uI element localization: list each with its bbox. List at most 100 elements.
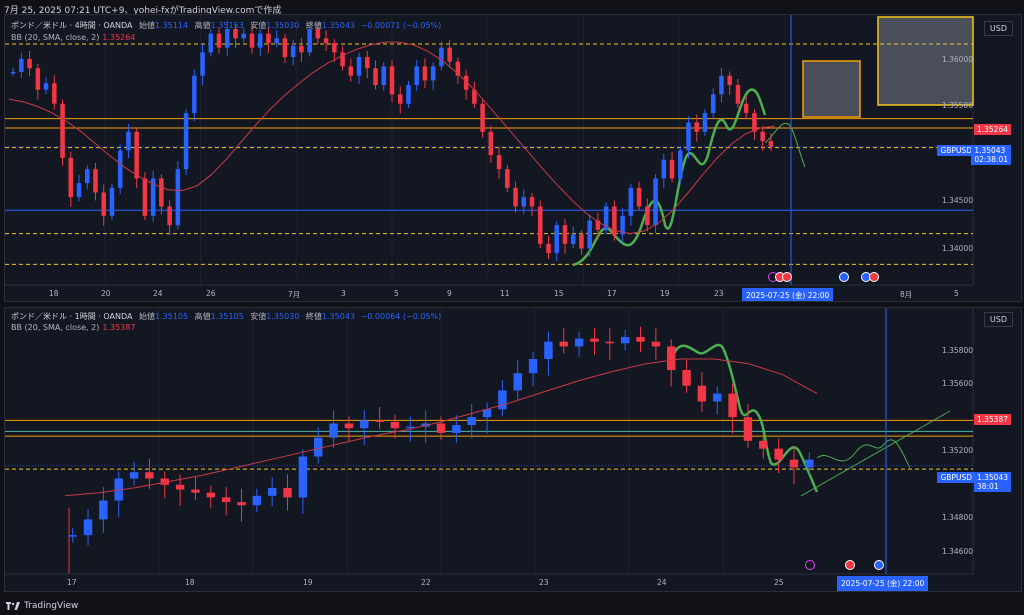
symbol-title: ポンド／米ドル · 4時間 · OANDA (11, 21, 133, 30)
candle-body (52, 83, 57, 104)
candle-body (496, 155, 502, 170)
candle-body (60, 103, 65, 158)
candle-body (743, 103, 749, 114)
open-label: 始値 (139, 312, 155, 321)
candle-body (257, 33, 263, 48)
legend-1h: ポンド／米ドル · 1時間 · OANDA 始値1.35105 高値1.3510… (11, 311, 441, 322)
candle-body (406, 85, 411, 104)
candle-body (365, 57, 370, 69)
candle-body (389, 66, 395, 95)
low-value: 1.35030 (266, 21, 300, 30)
candle-body (653, 178, 658, 226)
candle-body (727, 75, 732, 86)
candle-body (666, 346, 676, 371)
candle-body (126, 131, 131, 151)
currency-button[interactable]: USD (983, 312, 1013, 327)
candle-body (406, 426, 415, 429)
candle-body (252, 495, 262, 506)
candle-body (35, 68, 41, 90)
candle-body (192, 75, 197, 114)
candle-body (562, 225, 568, 244)
candle-body (702, 113, 708, 132)
candle-body (332, 43, 337, 53)
bb-indicator-label: BB (20, SMA, close, 2) (11, 33, 100, 42)
candle-body (636, 337, 645, 342)
time-tick-label: 7月 (288, 290, 301, 299)
candle-body (805, 459, 814, 468)
price-tick: 1.35600 (941, 379, 973, 388)
bb-indicator-value: 1.35387 (102, 323, 136, 332)
candle-body (414, 66, 419, 86)
candle-body (83, 519, 93, 536)
legend-4h: ポンド／米ドル · 4時間 · OANDA 始値1.35114 高値1.3515… (11, 20, 441, 31)
candle-body (728, 393, 737, 418)
candle-body (101, 192, 106, 216)
trendline (800, 410, 951, 497)
gb-flag-icon[interactable] (782, 272, 792, 282)
bb-legend-4h[interactable]: BB (20, SMA, close, 2) 1.35264 (11, 32, 135, 43)
last-price: 1.35043 (974, 146, 1006, 155)
candle-body (381, 66, 387, 86)
candle-body (710, 94, 716, 114)
candle-body (206, 492, 216, 498)
future-projection-path (816, 439, 911, 469)
bar-countdown: 38:01 (976, 482, 999, 491)
time-tick-label: 22 (421, 578, 431, 587)
open-value: 1.35114 (155, 21, 189, 30)
gb-flag-icon[interactable] (845, 560, 855, 570)
candle-body (455, 61, 461, 76)
brand-name: TradingView (24, 601, 79, 611)
crosshair-time-label: 2025-07-25 (金) 22:00 (742, 288, 834, 301)
event-bolt-icon[interactable] (805, 560, 815, 570)
bb-legend-1h[interactable]: BB (20, SMA, close, 2) 1.35387 (11, 322, 135, 333)
chart-pane-4h[interactable]: ポンド／米ドル · 4時間 · OANDA 始値1.35114 高値1.3515… (4, 14, 1022, 302)
time-tick-label: 25 (774, 578, 784, 587)
candle-body (603, 206, 609, 230)
price-chart-4h[interactable] (5, 15, 1021, 301)
time-tick-label: 8月 (900, 290, 913, 299)
candle-body (529, 197, 535, 207)
candle-body (645, 206, 650, 226)
gb-flag-icon[interactable] (869, 272, 879, 282)
change-value: −0.00064 (−0.05%) (360, 312, 442, 321)
close-value: 1.35043 (321, 312, 356, 321)
candle-body (76, 183, 82, 198)
candle-body (528, 359, 538, 374)
time-tick-label: 5 (954, 289, 959, 298)
us-flag-icon[interactable] (839, 272, 849, 282)
us-flag-icon[interactable] (874, 560, 884, 570)
candle-body (27, 58, 32, 69)
time-tick-label: 19 (303, 578, 313, 587)
price-tick: 1.35800 (941, 346, 973, 355)
last-price-tag: 1.35043 38:01 (973, 472, 1011, 492)
candle-body (595, 220, 601, 230)
change-value: −0.00071 (−0.05%) (360, 21, 442, 30)
candle-body (743, 417, 753, 441)
candle-body (299, 45, 304, 53)
candle-body (267, 487, 277, 496)
tradingview-brand[interactable]: TradingView (6, 601, 78, 611)
time-tick-label: 23 (714, 289, 724, 298)
time-tick-label: 23 (539, 578, 549, 587)
price-tick: 1.35200 (941, 446, 973, 455)
bb-price-tag: 1.35264 (973, 124, 1011, 135)
candle-body (390, 421, 400, 429)
candle-body (605, 341, 615, 344)
candle-body (282, 38, 288, 58)
candle-body (314, 437, 323, 457)
candle-body (574, 338, 584, 347)
time-tick-label: 20 (101, 289, 111, 298)
candle-body (505, 169, 510, 188)
candle-body (19, 58, 24, 72)
candle-body (266, 33, 271, 44)
chart-pane-1h[interactable]: ポンド／米ドル · 1時間 · OANDA 始値1.35105 高値1.3510… (4, 307, 1022, 592)
candle-body (241, 33, 247, 39)
candle-body (150, 178, 156, 216)
candle-body (10, 71, 16, 74)
candle-body (134, 131, 139, 179)
candle-body (590, 338, 599, 342)
currency-button[interactable]: USD (983, 21, 1013, 36)
price-chart-1h[interactable] (5, 308, 1021, 591)
candle-body (554, 225, 559, 254)
candle-body (439, 47, 444, 67)
